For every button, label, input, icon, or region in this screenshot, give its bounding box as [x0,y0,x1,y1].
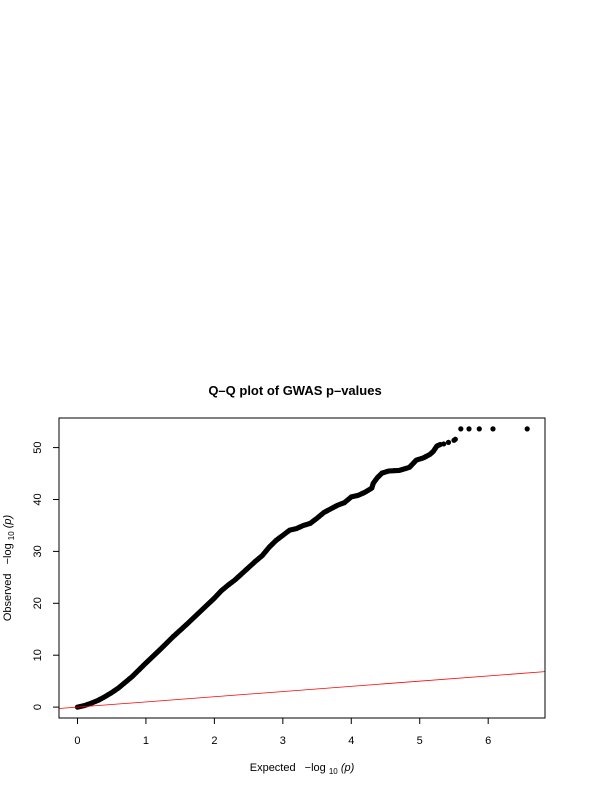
qq-point-tail [490,426,496,432]
qq-point-tail [476,426,482,432]
y-axis-label-func: −log [2,543,14,564]
x-tick-label: 4 [348,735,354,747]
qq-points [74,426,530,710]
qq-point-tail [445,439,452,445]
x-tick-label: 6 [485,735,491,747]
y-axis-label-prefix: Observed [2,573,14,621]
y-axis-label: Observed −log 10 (p) [2,514,17,621]
x-axis-label-arg: (p) [341,762,355,774]
qq-point-tail [466,426,472,432]
y-axis: 0 10 20 30 40 50 [32,441,60,710]
x-tick-label: 1 [143,735,149,747]
x-tick-label: 5 [417,735,423,747]
y-tick-label: 40 [32,493,44,505]
x-axis-label-prefix: Expected [250,762,296,774]
x-axis-label-func: −log [305,762,326,774]
chart-title: Q–Q plot of GWAS p–values [208,383,381,398]
y-tick-label: 0 [32,704,44,710]
y-axis-label-arg: (p) [2,514,14,528]
x-tick-label: 2 [211,735,217,747]
y-tick-label: 30 [32,545,44,557]
plot-area-frame [58,417,546,719]
x-axis-label: Expected −log 10 (p) [250,762,355,777]
qq-point-tail [441,441,447,447]
x-tick-label: 0 [74,735,80,747]
qq-point-tail [458,426,464,432]
qq-point-tail [452,436,458,442]
y-tick-label: 20 [32,597,44,609]
x-tick-label: 3 [280,735,286,747]
y-axis-label-sub: 10 [7,531,16,540]
x-axis-label-sub: 10 [329,767,338,776]
x-axis: 0 1 2 3 4 5 6 [74,717,491,747]
reference-line [58,671,546,709]
y-tick-label: 10 [32,649,44,661]
qq-point-tail [524,426,530,432]
y-tick-label: 50 [32,441,44,453]
